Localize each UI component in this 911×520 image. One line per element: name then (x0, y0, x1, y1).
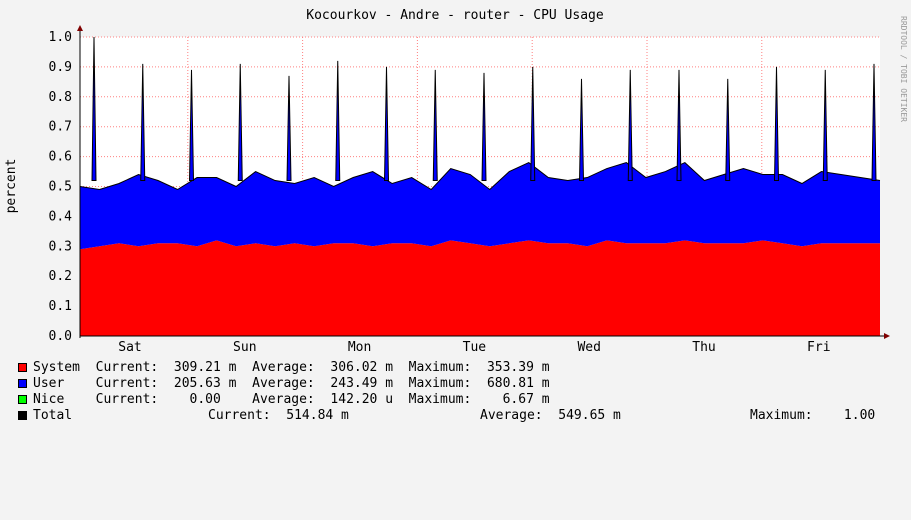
y-tick-label: 0.9 (49, 60, 72, 75)
total-spike (91, 36, 97, 182)
total-spike (335, 60, 341, 182)
total-spike (481, 72, 487, 182)
total-spike (188, 69, 195, 182)
total-spike (140, 63, 146, 182)
area-system (80, 240, 880, 336)
total-spike (530, 66, 536, 182)
y-axis-arrow (77, 25, 83, 31)
legend-row-nice: Nice Current: 0.00 Average: 142.20 u Max… (0, 392, 550, 408)
y-tick-label: 0.0 (49, 329, 72, 344)
y-tick-label: 0.4 (49, 209, 73, 224)
x-tick-label: Mon (348, 340, 371, 355)
legend-swatch-total (18, 411, 27, 420)
legend-swatch-system (18, 363, 27, 372)
total-spike (627, 69, 633, 182)
y-tick-label: 0.7 (49, 120, 72, 135)
y-tick-label: 0.2 (49, 269, 72, 284)
y-tick-label: 1.0 (49, 30, 72, 45)
area-user (80, 162, 880, 250)
total-spike (773, 66, 780, 182)
x-axis-arrow (884, 333, 890, 339)
total-spike (822, 69, 828, 182)
legend-row-user: User Current: 205.63 m Average: 243.49 m… (0, 376, 550, 392)
total-spike (286, 75, 292, 182)
y-tick-label: 0.3 (49, 239, 72, 254)
y-tick-label: 0.8 (49, 90, 72, 105)
legend-total-label: Total (33, 408, 73, 423)
total-spike (725, 78, 731, 182)
legend-row-system: System Current: 309.21 m Average: 306.02… (0, 360, 550, 376)
axes (77, 25, 890, 339)
legend-total-current: Current: 514.84 m (208, 408, 349, 423)
y-tick-label: 0.1 (49, 299, 72, 314)
total-spike (237, 63, 243, 182)
tick-labels: 0.0 0.1 0.2 0.3 0.4 0.5 0.6 0.7 0.8 0.9 1.0 Sat Sun M… (49, 30, 831, 355)
x-tick-label: Sun (233, 340, 256, 355)
legend-total-average: Average: 549.65 m (480, 408, 621, 423)
total-spike (432, 69, 438, 182)
legend-row-total: Total Current: 514.84 m Average: 549.65 … (0, 408, 911, 424)
legend-swatch-user (18, 379, 27, 388)
cpu-usage-chart: Kocourkov - Andre - router - CPU Usage p… (4, 8, 908, 355)
y-tick-label: 0.6 (49, 150, 72, 165)
legend-total-maximum: Maximum: 1.00 (750, 408, 876, 423)
series-areas (79, 36, 881, 336)
x-tick-label: Fri (807, 340, 830, 355)
y-tick-label: 0.5 (49, 180, 72, 195)
x-tick-label: Tue (463, 340, 487, 355)
total-spike (871, 63, 877, 182)
legend-text-nice: Nice Current: 0.00 Average: 142.20 u Max… (33, 392, 550, 407)
total-spike (676, 69, 682, 182)
total-spike (383, 66, 390, 182)
y-axis-label: percent (4, 159, 19, 214)
x-tick-label: Sat (118, 340, 141, 355)
watermark: RRDTOOL / TOBI OETIKER (899, 16, 908, 122)
legend-text-user: User Current: 205.63 m Average: 243.49 m… (33, 376, 550, 391)
x-tick-label: Wed (577, 340, 600, 355)
rrd-graph: Kocourkov - Andre - router - CPU Usage p… (0, 8, 911, 424)
legend-swatch-nice (18, 395, 27, 404)
chart-title: Kocourkov - Andre - router - CPU Usage (306, 8, 604, 23)
line-total (79, 161, 881, 191)
legend-text-system: System Current: 309.21 m Average: 306.02… (33, 360, 550, 375)
x-tick-label: Thu (692, 340, 715, 355)
total-spike (578, 78, 585, 182)
